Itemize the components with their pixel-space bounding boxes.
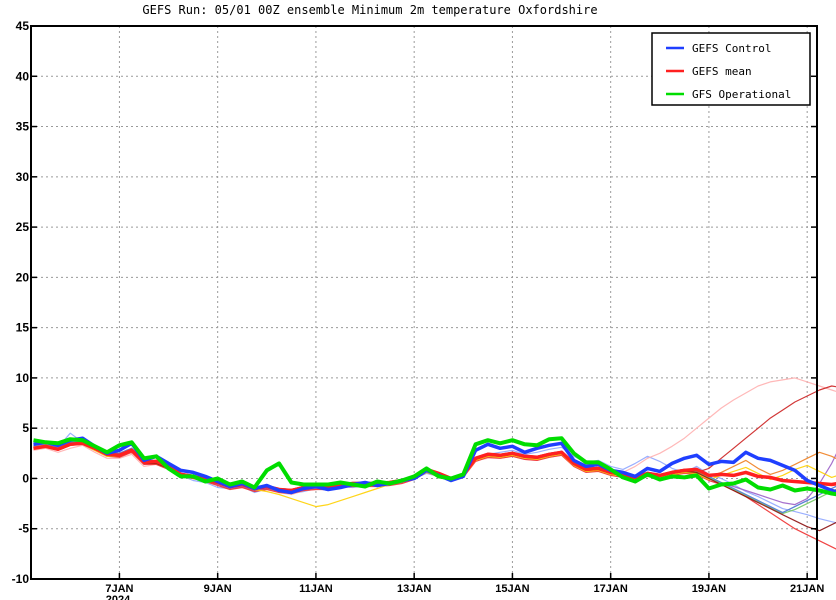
y-tick-label: 10	[16, 371, 30, 385]
x-tick-label: 13JAN	[397, 583, 431, 595]
series-line-gefs-control	[33, 436, 836, 495]
legend-label: GEFS mean	[692, 65, 752, 78]
chart-legend: GEFS Control GEFS mean GFS Operational	[651, 32, 811, 106]
y-tick-label: 20	[16, 270, 30, 284]
y-tick-label: 35	[16, 120, 30, 134]
series-line-gfs-operational	[33, 436, 836, 497]
x-axis-year-label: 2024	[106, 594, 131, 600]
x-tick-label: 9JAN	[204, 583, 232, 595]
grid-layer	[31, 26, 817, 579]
legend-label: GEFS Control	[692, 42, 771, 55]
chart-title: GEFS Run: 05/01 00Z ensemble Minimum 2m …	[142, 3, 597, 17]
x-tick-label: 21JAN	[790, 583, 824, 595]
x-tick-label: 19JAN	[692, 583, 726, 595]
y-axis-ticks: 45 40 35 30 25 20 15 10 5 0 -5 -10	[12, 19, 817, 586]
y-tick-label: 30	[16, 170, 30, 184]
y-tick-label: 45	[16, 19, 30, 33]
y-tick-label: -5	[18, 522, 29, 536]
series-line-gefs-mean	[33, 441, 836, 493]
x-tick-label: 11JAN	[299, 583, 333, 595]
plot-frame	[30, 25, 818, 580]
y-tick-label: 15	[16, 321, 30, 335]
y-tick-label: 0	[22, 471, 29, 485]
y-tick-label: 40	[16, 69, 30, 83]
ensemble-member-line-8	[33, 441, 836, 515]
y-tick-label: 5	[22, 421, 29, 435]
ensemble-member-line-4	[33, 441, 836, 506]
x-tick-label: 15JAN	[495, 583, 529, 595]
highlighted-series-layer	[33, 436, 836, 497]
y-tick-label: -10	[12, 572, 30, 586]
legend-label: GFS Operational	[692, 88, 791, 101]
x-tick-label: 7JAN	[105, 583, 133, 595]
x-tick-label: 17JAN	[594, 583, 628, 595]
y-tick-label: 25	[16, 220, 30, 234]
x-axis-ticks: 7JAN 9JAN 11JAN 13JAN 15JAN 17JAN 19JAN 21JAN	[105, 573, 824, 595]
